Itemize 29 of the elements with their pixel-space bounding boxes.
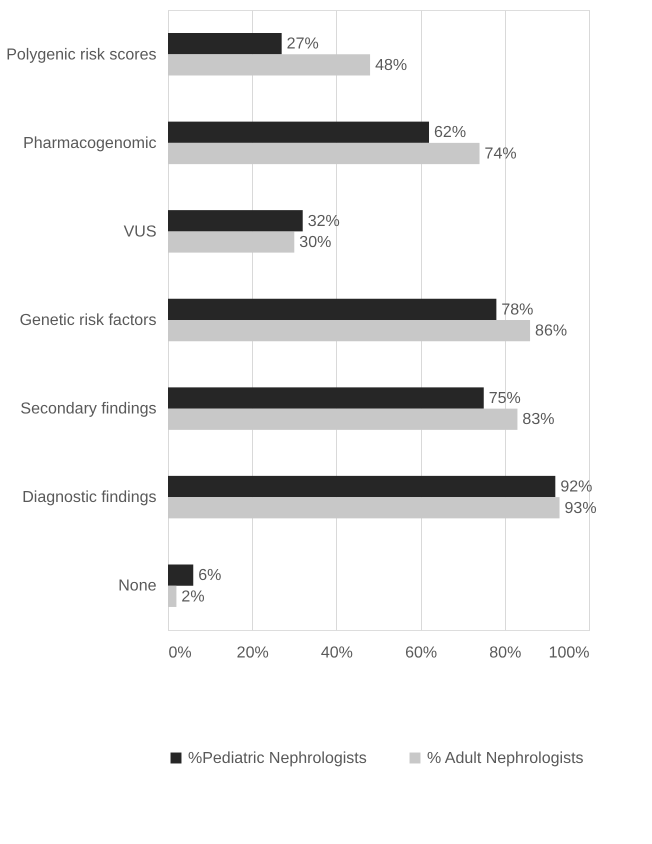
- data-label: 30%: [299, 234, 332, 252]
- data-label: 75%: [488, 390, 521, 407]
- data-label: 93%: [564, 500, 597, 517]
- x-tick-label: 100%: [548, 644, 590, 662]
- data-label: 2%: [181, 588, 205, 606]
- y-tick-label: Polygenic risk scores: [6, 46, 156, 64]
- data-label: 74%: [484, 145, 517, 162]
- y-tick-label: Pharmacogenomic: [23, 134, 156, 152]
- y-tick-label: Diagnostic findings: [22, 489, 156, 506]
- x-tick-label: 20%: [236, 644, 269, 662]
- data-label: 78%: [501, 301, 534, 318]
- data-label: 32%: [308, 212, 340, 230]
- x-tick-label: 60%: [405, 644, 438, 662]
- data-label: 83%: [522, 411, 554, 428]
- data-label: 6%: [198, 567, 222, 584]
- legend-label: % Adult Nephrologists: [427, 750, 584, 767]
- data-label: 27%: [286, 36, 319, 53]
- y-tick-label: None: [118, 578, 157, 595]
- x-tick-label: 0%: [168, 644, 192, 662]
- data-label: 86%: [535, 322, 568, 340]
- y-tick-label: Secondary findings: [20, 400, 156, 418]
- y-tick-label: VUS: [124, 223, 156, 240]
- data-label: 62%: [434, 124, 466, 142]
- data-label: 48%: [375, 56, 408, 74]
- legend-label: %Pediatric Nephrologists: [188, 750, 367, 767]
- y-tick-label: Genetic risk factors: [20, 312, 156, 329]
- x-tick-label: 40%: [320, 644, 353, 662]
- data-label: 92%: [560, 478, 592, 496]
- x-tick-label: 80%: [489, 644, 522, 662]
